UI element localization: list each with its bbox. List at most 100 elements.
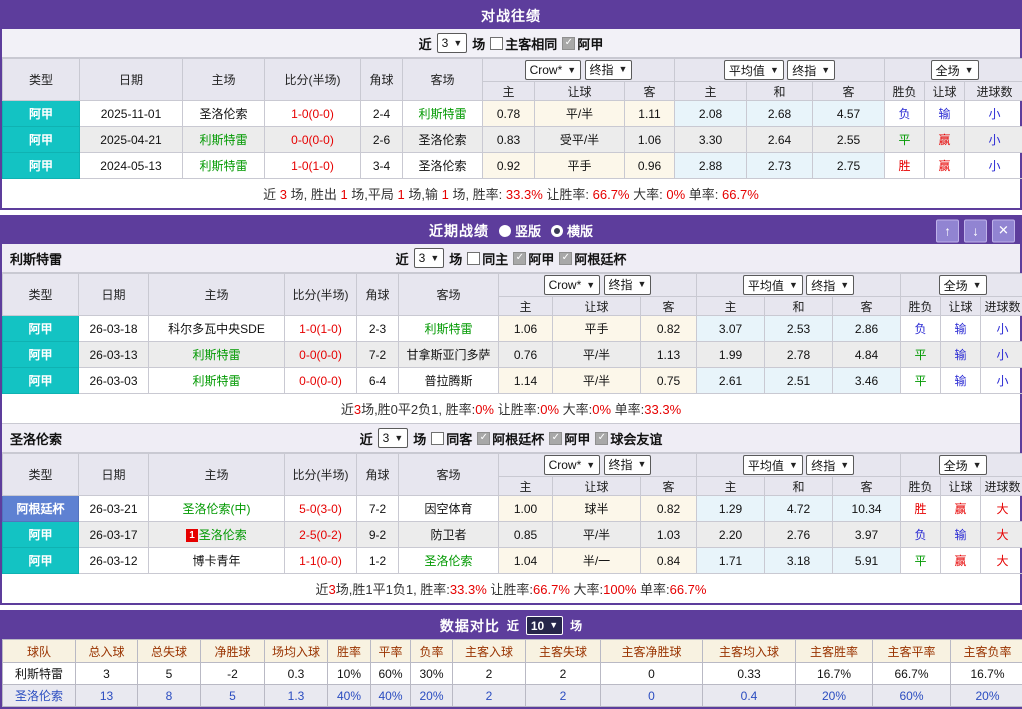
col-avg-draw: 和: [747, 82, 813, 101]
near-count-select[interactable]: 3▼: [437, 33, 468, 53]
cell-avg-draw: 2.53: [765, 316, 833, 342]
close-button[interactable]: ✕: [992, 219, 1015, 242]
near-count-select[interactable]: 3▼: [378, 428, 409, 448]
col-date: 日期: [79, 454, 149, 496]
cell-date: 2025-11-01: [80, 101, 183, 127]
cell-result-handicap: 输: [941, 316, 981, 342]
games-label: 场: [472, 34, 485, 53]
chevron-down-icon: ▼: [586, 281, 595, 290]
cell-avg-home: 2.20: [697, 522, 765, 548]
league-filter-checkbox[interactable]: 阿甲: [549, 429, 590, 448]
move-down-button[interactable]: ↓: [964, 219, 987, 242]
cell-avg-draw: 2.51: [765, 368, 833, 394]
league-filter-checkbox[interactable]: 阿甲: [513, 249, 554, 268]
chevron-down-icon: ▼: [430, 254, 439, 263]
cell-odds-away: 0.84: [641, 548, 697, 574]
cell-avg-home: 2.88: [675, 153, 747, 179]
cell-result-handicap: 输: [941, 368, 981, 394]
horizontal-layout-radio[interactable]: 横版: [551, 221, 593, 240]
cup-filter-checkbox[interactable]: 阿根廷杯: [477, 429, 544, 448]
odds-final-select[interactable]: 终指▼: [585, 60, 633, 80]
near-count-select[interactable]: 3▼: [414, 248, 445, 268]
team2-filterbar: 圣洛伦索 近 3▼ 场 同客 阿根廷杯 阿甲 球会友谊: [2, 423, 1020, 453]
compare-col-header: 主客失球: [526, 640, 601, 663]
odds-source-select[interactable]: Crow*▼: [544, 455, 601, 475]
games-label: 场: [570, 617, 582, 634]
odds-source-select[interactable]: Crow*▼: [544, 275, 601, 295]
same-home-away-checkbox[interactable]: 主客相同: [490, 34, 557, 53]
col-result-handicap: 让球: [941, 297, 981, 316]
cup-filter-checkbox[interactable]: 阿根廷杯: [559, 249, 626, 268]
cell-corners: 6-4: [357, 368, 399, 394]
team2-name: 圣洛伦索: [10, 429, 62, 448]
avg-source-select[interactable]: 平均值▼: [743, 275, 803, 295]
cell-date: 2024-05-13: [80, 153, 183, 179]
compare-near-count-select[interactable]: 10▼: [526, 616, 563, 635]
cell-result-handicap: 赢: [925, 127, 965, 153]
cell-corners: 1-2: [357, 548, 399, 574]
cell-result-outcome: 平: [901, 342, 941, 368]
compare-cell: 20%: [411, 685, 453, 707]
compare-cell: 20%: [951, 685, 1022, 707]
compare-cell: 5: [201, 685, 265, 707]
col-avg-away: 客: [813, 82, 885, 101]
compare-cell: 40%: [371, 685, 411, 707]
avg-final-select[interactable]: 终指▼: [806, 455, 854, 475]
cell-score: 0-0(0-0): [285, 368, 357, 394]
compare-col-header: 净胜球: [201, 640, 265, 663]
col-result-goals: 进球数: [981, 297, 1022, 316]
data-compare-header: 数据对比 近 10▼ 场: [2, 612, 1020, 639]
cell-score: 0-0(0-0): [285, 342, 357, 368]
avg-source-select[interactable]: 平均值▼: [724, 60, 784, 80]
checkbox-icon: [477, 432, 490, 445]
friendly-filter-checkbox[interactable]: 球会友谊: [595, 429, 662, 448]
compare-header-row: 球队 总入球 总失球 净胜球 场均入球 胜率 平率 负率 主客入球 主客失球 主…: [3, 640, 1022, 663]
cell-result-outcome: 负: [885, 101, 925, 127]
scope-select[interactable]: 全场▼: [931, 60, 979, 80]
odds-final-select[interactable]: 终指▼: [604, 455, 652, 475]
cell-score: 1-1(0-0): [285, 548, 357, 574]
avg-final-select[interactable]: 终指▼: [806, 275, 854, 295]
cell-corners: 2-6: [361, 127, 403, 153]
cell-corners: 2-4: [361, 101, 403, 127]
league-filter-checkbox[interactable]: 阿甲: [562, 34, 603, 53]
avg-final-select[interactable]: 终指▼: [787, 60, 835, 80]
table-row: 阿根廷杯 26-03-21 圣洛伦索(中) 5-0(3-0) 7-2 因空体育 …: [3, 496, 1022, 522]
compare-cell: 60%: [873, 685, 951, 707]
cell-odds-handicap: 平/半: [553, 342, 641, 368]
compare-col-header: 球队: [3, 640, 76, 663]
cell-odds-home: 1.00: [499, 496, 553, 522]
cell-date: 26-03-21: [79, 496, 149, 522]
same-home-checkbox[interactable]: 同主: [467, 249, 508, 268]
cell-odds-home: 1.14: [499, 368, 553, 394]
cell-odds-handicap: 平手: [553, 316, 641, 342]
avg-source-select[interactable]: 平均值▼: [743, 455, 803, 475]
odds-final-select[interactable]: 终指▼: [604, 275, 652, 295]
cell-league: 阿甲: [3, 342, 79, 368]
col-score: 比分(半场): [285, 274, 357, 316]
cell-league: 阿甲: [3, 153, 80, 179]
same-away-checkbox[interactable]: 同客: [431, 429, 472, 448]
col-odds-away: 客: [625, 82, 675, 101]
cell-odds-away: 1.11: [625, 101, 675, 127]
scope-group-header: 全场▼: [901, 454, 1022, 477]
cell-score: 2-5(0-2): [285, 522, 357, 548]
compare-col-header: 负率: [411, 640, 453, 663]
col-odds-handicap: 让球: [553, 297, 641, 316]
avg-group-header: 平均值▼ 终指▼: [697, 274, 901, 297]
cell-away-team: 防卫者: [399, 522, 499, 548]
scope-select[interactable]: 全场▼: [939, 455, 987, 475]
scope-select[interactable]: 全场▼: [939, 275, 987, 295]
move-up-button[interactable]: ↑: [936, 219, 959, 242]
table-row: 阿甲 26-03-18 科尔多瓦中央SDE 1-0(1-0) 2-3 利斯特雷 …: [3, 316, 1022, 342]
vertical-layout-radio[interactable]: 竖版: [499, 221, 541, 240]
col-odds-away: 客: [641, 477, 697, 496]
cell-avg-home: 3.07: [697, 316, 765, 342]
col-avg-draw: 和: [765, 297, 833, 316]
cell-result-goals: 小: [965, 153, 1022, 179]
col-odds-handicap: 让球: [535, 82, 625, 101]
cell-date: 26-03-18: [79, 316, 149, 342]
compare-cell: 0: [601, 685, 703, 707]
cell-result-handicap: 赢: [941, 548, 981, 574]
odds-source-select[interactable]: Crow*▼: [525, 60, 582, 80]
